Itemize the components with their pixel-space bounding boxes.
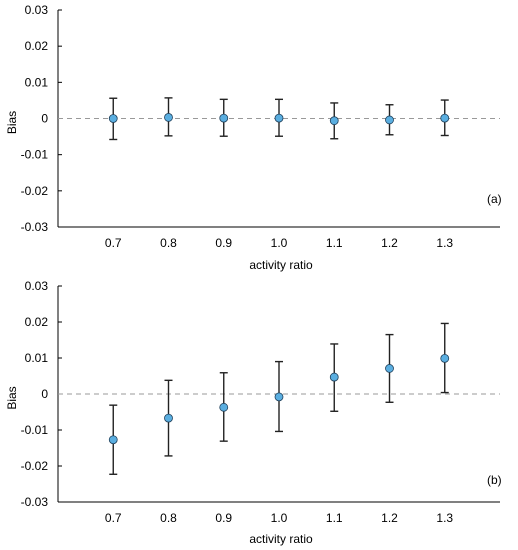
y-tick-label: -0.01 xyxy=(21,148,49,162)
x-tick-label: 1.3 xyxy=(436,236,453,250)
data-point xyxy=(164,413,173,423)
x-axis-label: activity ratio xyxy=(249,258,313,272)
y-tick-label: -0.03 xyxy=(21,220,49,234)
x-tick-label: 1.0 xyxy=(271,236,288,250)
panel-label: (a) xyxy=(487,192,502,206)
y-tick-label: 0.03 xyxy=(25,3,49,17)
y-axis-label: Bias xyxy=(5,111,19,134)
data-point xyxy=(385,364,394,373)
data-point xyxy=(164,113,173,122)
y-tick-label: -0.03 xyxy=(21,495,49,509)
y-axis-label: Bias xyxy=(5,386,19,409)
chart-panel-2: -0.03 -0.02 -0.01 0 0.01 0.02 0.03 0.7 0.8 0.9 1.0… xyxy=(5,279,502,546)
x-tick-label: 0.8 xyxy=(160,511,177,525)
data-point xyxy=(385,115,394,125)
y-tick-label: 0.02 xyxy=(25,315,49,329)
y-tick-label: 0.03 xyxy=(25,279,49,293)
x-tick-label: 0.7 xyxy=(105,236,122,250)
x-tick-label: 1.1 xyxy=(326,236,343,250)
x-tick-label: 1.2 xyxy=(381,236,398,250)
x-tick-label: 0.9 xyxy=(215,236,232,250)
x-tick-label: 1.0 xyxy=(271,511,288,525)
x-axis-label: activity ratio xyxy=(249,532,313,546)
data-point xyxy=(108,435,118,445)
x-tick-label: 1.2 xyxy=(381,511,398,525)
y-tick-label: -0.01 xyxy=(21,423,49,437)
y-tick-label: 0.02 xyxy=(25,39,49,53)
data-point xyxy=(329,116,339,126)
x-tick-label: 1.1 xyxy=(326,511,343,525)
data-point xyxy=(274,113,284,123)
x-tick-label: 0.9 xyxy=(215,511,232,525)
y-tick-label: 0 xyxy=(41,387,48,401)
chart-panel-1: -0.03 -0.02 -0.01 0 0.01 0.02 0.03 0.7 0.8 0.9 1.0… xyxy=(5,3,502,272)
data-point xyxy=(440,113,450,123)
panel-label: (b) xyxy=(487,473,502,487)
x-tick-label: 0.7 xyxy=(105,511,122,525)
y-tick-label: -0.02 xyxy=(21,184,49,198)
y-tick-label: 0 xyxy=(41,112,48,126)
data-point xyxy=(440,353,450,363)
data-point xyxy=(219,402,229,412)
y-tick-label: -0.02 xyxy=(21,459,49,473)
y-tick-label: 0.01 xyxy=(25,351,49,365)
x-tick-label: 1.3 xyxy=(436,511,453,525)
data-point xyxy=(219,113,229,123)
data-point xyxy=(329,372,339,382)
y-tick-label: 0.01 xyxy=(25,75,49,89)
x-tick-label: 0.8 xyxy=(160,236,177,250)
data-point xyxy=(274,392,284,402)
data-point xyxy=(108,114,118,123)
